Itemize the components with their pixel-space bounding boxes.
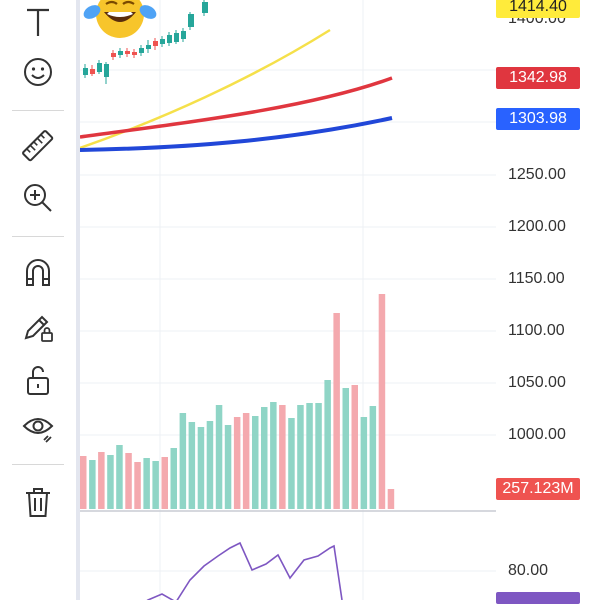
volume-bar — [161, 457, 168, 509]
chart-canvas[interactable] — [80, 0, 496, 600]
volume-bar — [279, 405, 286, 509]
price-scale[interactable]: 1400.00 1250.00 1200.00 1150.00 1100.00 … — [496, 0, 600, 604]
zoom-tool-button[interactable] — [14, 176, 62, 220]
delete-tool-button[interactable] — [14, 480, 62, 524]
price-tick: 80.00 — [508, 562, 549, 579]
candle — [160, 36, 165, 47]
rsi-line — [146, 541, 343, 600]
volume-bar — [233, 417, 241, 509]
volume-bar — [297, 405, 304, 509]
price-tick: 1050.00 — [508, 374, 566, 391]
volume-bar — [125, 453, 132, 509]
candle — [111, 50, 116, 60]
magnet-tool-button[interactable] — [14, 250, 62, 294]
candle — [146, 40, 151, 53]
magnet-icon — [26, 259, 50, 286]
candle — [97, 60, 102, 74]
hide-tool-button[interactable] — [14, 406, 62, 450]
volume-bar — [170, 448, 177, 509]
volume-series — [80, 294, 395, 509]
price-tick: 1000.00 — [508, 426, 566, 443]
rsi-badge — [496, 592, 580, 604]
candle — [153, 38, 158, 50]
volume-bar — [242, 413, 250, 509]
candle — [174, 30, 179, 44]
candle — [118, 48, 123, 58]
volume-bar — [89, 460, 96, 509]
moving-average-red — [80, 76, 393, 139]
pencil-lock-icon — [24, 315, 53, 342]
volume-bar — [107, 455, 114, 509]
volume-bar — [188, 422, 196, 509]
volume-bar — [369, 406, 377, 509]
volume-bar — [80, 456, 87, 509]
volume-bar — [206, 421, 214, 509]
drawing-toolbar — [0, 0, 76, 600]
volume-bar — [351, 385, 358, 509]
text-icon — [27, 8, 49, 36]
volume-bar — [224, 425, 232, 509]
measure-tool-button[interactable] — [14, 124, 62, 168]
laughing-emoji-icon[interactable] — [80, 0, 160, 50]
candle — [167, 32, 172, 46]
toolbar-divider — [12, 110, 64, 111]
zoom-in-icon — [24, 184, 52, 212]
volume-bar — [252, 416, 259, 509]
volume-bar — [98, 452, 105, 509]
volume-badge: 257.123M — [496, 478, 580, 500]
candle — [125, 48, 130, 57]
toolbar-divider — [12, 236, 64, 237]
price-tick: 1200.00 — [508, 218, 566, 235]
volume-bar — [387, 489, 395, 509]
moving-average-yellow — [80, 28, 331, 150]
price-badge-red: 1342.98 — [496, 67, 580, 89]
candle — [104, 62, 109, 84]
volume-bar — [261, 407, 268, 509]
price-tick: 1150.00 — [508, 270, 565, 287]
unlock-icon — [27, 366, 49, 395]
volume-bar — [152, 461, 159, 509]
volume-bar — [215, 405, 223, 509]
text-tool-button[interactable] — [14, 0, 62, 44]
volume-bar — [288, 418, 295, 509]
volume-bar — [179, 413, 187, 509]
volume-bar — [134, 462, 141, 509]
chart-pane[interactable] — [80, 0, 496, 600]
candlestick-series — [83, 0, 208, 84]
price-tick: 1100.00 — [508, 322, 565, 339]
price-tick: 1250.00 — [508, 166, 566, 183]
volume-bar — [378, 294, 386, 509]
trash-icon — [26, 488, 50, 517]
ruler-icon — [22, 130, 54, 162]
eye-icon — [22, 418, 54, 443]
lock-all-tool-button[interactable] — [14, 358, 62, 402]
candle — [90, 65, 95, 76]
lock-drawings-tool-button[interactable] — [14, 304, 62, 348]
volume-bar — [143, 458, 150, 509]
toolbar-border — [76, 0, 80, 600]
candle — [181, 28, 186, 42]
candle — [83, 64, 88, 78]
candle — [188, 12, 194, 30]
candle — [132, 49, 137, 58]
volume-bar — [197, 427, 205, 509]
volume-bar — [116, 445, 123, 509]
volume-bar — [306, 403, 313, 509]
volume-bar — [315, 403, 322, 509]
smiley-icon — [24, 58, 52, 86]
candle — [202, 0, 208, 16]
emoji-tool-button[interactable] — [14, 50, 62, 94]
volume-bar — [360, 417, 368, 509]
volume-bar — [270, 402, 277, 509]
toolbar-divider — [12, 464, 64, 465]
volume-bar — [333, 313, 340, 509]
volume-bar — [342, 388, 349, 509]
candle — [139, 45, 144, 56]
moving-average-blue — [80, 116, 393, 152]
price-badge-blue: 1303.98 — [496, 108, 580, 130]
volume-bar — [324, 380, 331, 509]
price-badge-yellow: 1414.40 — [496, 0, 580, 18]
